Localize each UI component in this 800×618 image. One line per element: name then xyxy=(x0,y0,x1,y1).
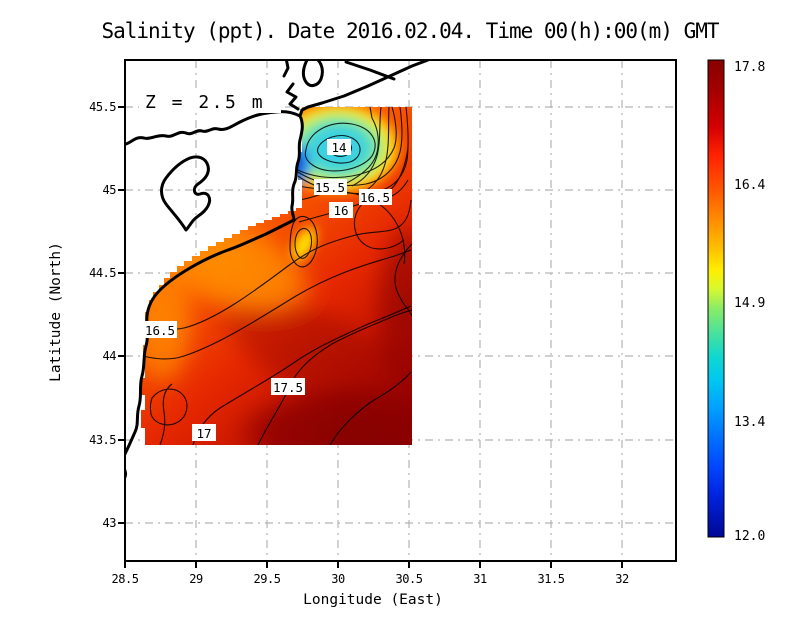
svg-text:16.5: 16.5 xyxy=(145,323,175,338)
svg-text:30.5: 30.5 xyxy=(396,572,423,586)
svg-text:45.5: 45.5 xyxy=(89,100,116,114)
svg-text:43.5: 43.5 xyxy=(89,433,116,447)
svg-text:14.9: 14.9 xyxy=(734,296,765,311)
y-tick-labels: 45.5 45 44.5 44 43.5 43 xyxy=(89,100,117,530)
svg-text:31: 31 xyxy=(473,572,487,586)
svg-text:13.4: 13.4 xyxy=(734,415,765,430)
colorbar: 17.8 16.4 14.9 13.4 12.0 xyxy=(707,59,765,544)
svg-text:44.5: 44.5 xyxy=(89,266,116,280)
svg-text:17.5: 17.5 xyxy=(273,380,303,395)
svg-text:15.5: 15.5 xyxy=(315,180,345,195)
svg-text:17.8: 17.8 xyxy=(734,60,765,75)
svg-text:17: 17 xyxy=(196,426,211,441)
svg-text:30: 30 xyxy=(331,572,345,586)
colorbar-labels: 17.8 16.4 14.9 13.4 12.0 xyxy=(734,60,765,544)
contour-label-17: 17 xyxy=(192,424,216,441)
y-axis-title: Latitude (North) xyxy=(48,242,64,382)
depth-annotation-text: Z = 2.5 m xyxy=(145,92,265,113)
contour-label-16: 16 xyxy=(329,202,353,218)
svg-text:16.5: 16.5 xyxy=(360,190,390,205)
svg-text:16.4: 16.4 xyxy=(734,178,765,193)
contour-label-15-5: 15.5 xyxy=(314,179,347,195)
svg-text:29.5: 29.5 xyxy=(254,572,281,586)
depth-annotation: Z = 2.5 m xyxy=(139,90,281,113)
svg-text:32: 32 xyxy=(615,572,629,586)
svg-text:28.5: 28.5 xyxy=(112,572,139,586)
contour-label-17-5: 17.5 xyxy=(271,378,305,395)
svg-text:45: 45 xyxy=(103,183,117,197)
plot-title: Salinity (ppt). Date 2016.02.04. Time 00… xyxy=(101,19,719,43)
axis-ticks xyxy=(118,106,623,568)
contour-lines xyxy=(141,107,412,445)
svg-text:16: 16 xyxy=(333,203,348,218)
colorbar-gradient xyxy=(707,59,725,538)
contour-label-14: 14 xyxy=(327,139,351,155)
coastline xyxy=(125,60,430,480)
svg-text:14: 14 xyxy=(331,140,346,155)
x-tick-labels: 28.5 29 29.5 30 30.5 31 31.5 32 xyxy=(112,572,630,586)
plot-frame xyxy=(124,59,677,562)
contour-labels: 14 15.5 16.5 16 16.5 17.5 17 xyxy=(143,139,392,441)
contour-label-16-5-west: 16.5 xyxy=(143,321,177,338)
svg-text:43: 43 xyxy=(103,516,117,530)
contour-label-16-5-north: 16.5 xyxy=(359,189,392,205)
svg-text:12.0: 12.0 xyxy=(734,529,765,544)
svg-text:31.5: 31.5 xyxy=(538,572,565,586)
svg-text:44: 44 xyxy=(103,349,117,363)
x-axis-title: Longitude (East) xyxy=(303,592,443,608)
svg-text:29: 29 xyxy=(189,572,203,586)
